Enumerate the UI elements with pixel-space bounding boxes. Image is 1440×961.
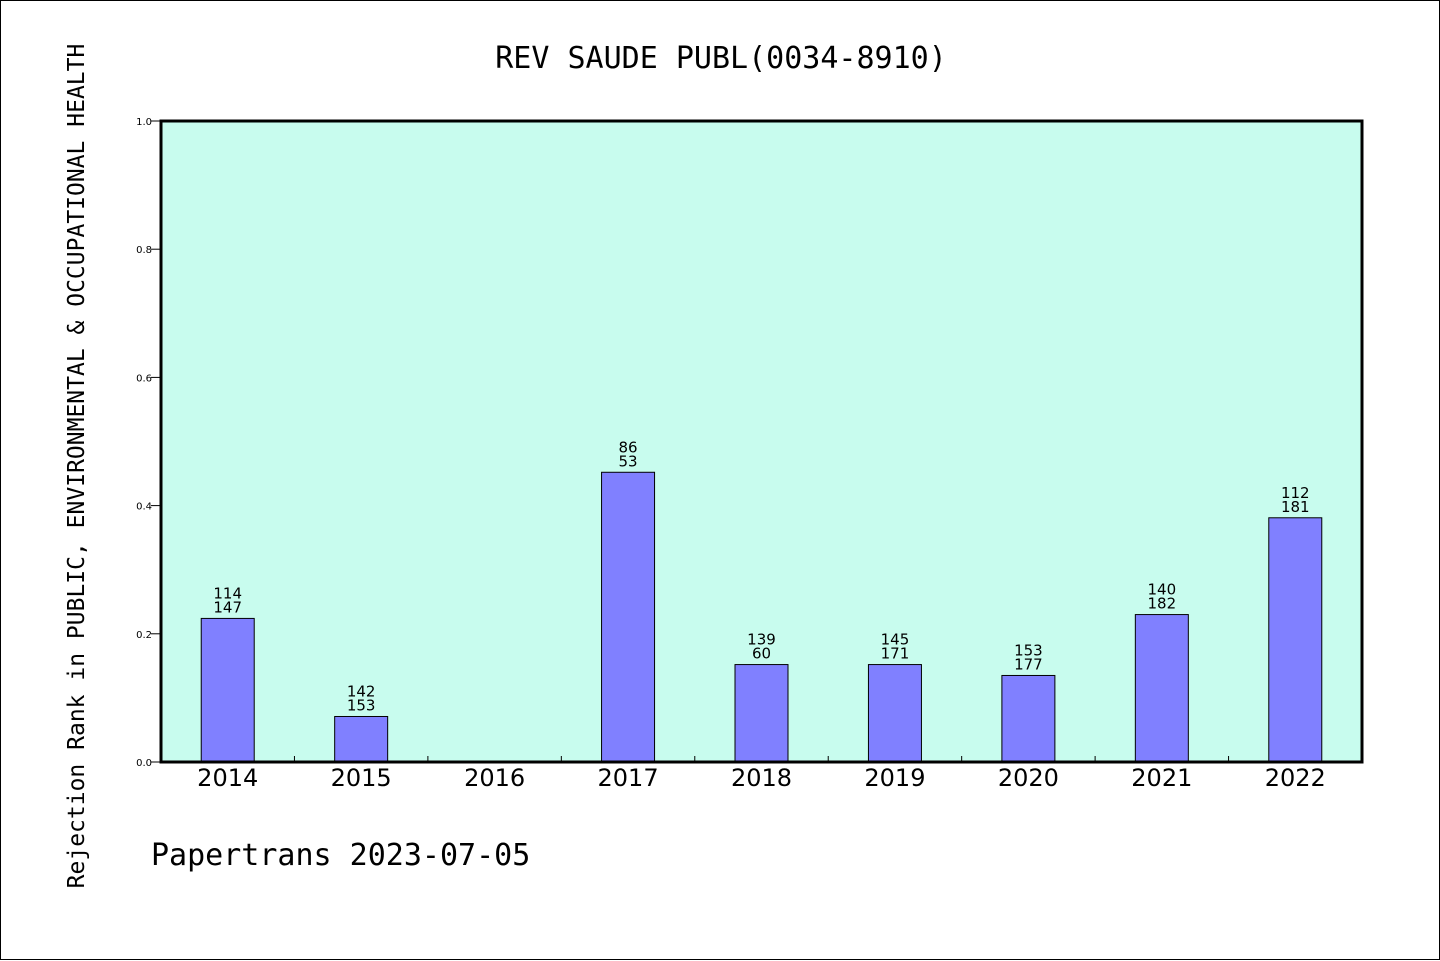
x-tick-label: 2020 [998,764,1059,792]
bar-2019 [867,664,922,763]
x-tick-label: 2017 [598,764,659,792]
bar-2014 [200,617,255,763]
data-label-top: 139 [747,631,776,649]
y-tick-label: 1.0 [136,117,152,128]
data-label-top: 112 [1281,484,1310,502]
data-label-bottom: 177 [1014,655,1043,673]
chart-title: REV SAUDE PUBL(0034-8910) [495,41,947,76]
y-ticks-group: 0.0 0.2 0.4 0.6 0.8 1.0 [136,117,161,769]
bars-group [200,471,1323,763]
x-tick-label: 2019 [864,764,925,792]
data-label-bottom: 147 [213,598,242,616]
x-tick-label: 2021 [1131,764,1192,792]
x-ticks-group: 2014 2015 2016 2017 2018 2019 2020 2021 2022 [197,756,1326,792]
y-tick-label: 0.4 [136,502,152,513]
data-label-top: 86 [619,438,638,456]
bar-2015 [334,715,389,763]
footer-credit: Papertrans 2023-07-05 [151,838,530,873]
bar-2021 [1134,614,1189,763]
data-label-top: 142 [347,682,376,700]
bar-2017 [601,471,656,763]
data-label-bottom: 53 [619,452,638,470]
data-label-top: 153 [1014,641,1043,659]
data-label-top: 114 [213,584,242,602]
data-label-bottom: 171 [881,645,910,663]
data-label-bottom: 182 [1148,595,1177,613]
y-tick-label: 0.8 [136,245,152,256]
data-label-bottom: 153 [347,696,376,714]
y-tick-label: 0.6 [136,373,152,384]
y-axis-label: Rejection Rank in PUBLIC, ENVIRONMENTAL … [64,44,90,889]
data-label-top: 145 [881,631,910,649]
bar-2018 [734,664,789,763]
plot-border [159,119,1364,764]
x-tick-label: 2014 [197,764,258,792]
x-tick-label: 2015 [331,764,392,792]
x-tick-label: 2018 [731,764,792,792]
y-tick-label: 0.2 [136,630,152,641]
y-tick-label: 0.0 [136,758,152,769]
bar-2022 [1268,517,1323,763]
x-tick-label: 2016 [464,764,525,792]
data-label-bottom: 181 [1281,498,1310,516]
x-tick-label: 2022 [1265,764,1326,792]
data-label-top: 140 [1148,581,1177,599]
bar-2020 [1001,674,1056,763]
data-label-bottom: 60 [752,645,771,663]
